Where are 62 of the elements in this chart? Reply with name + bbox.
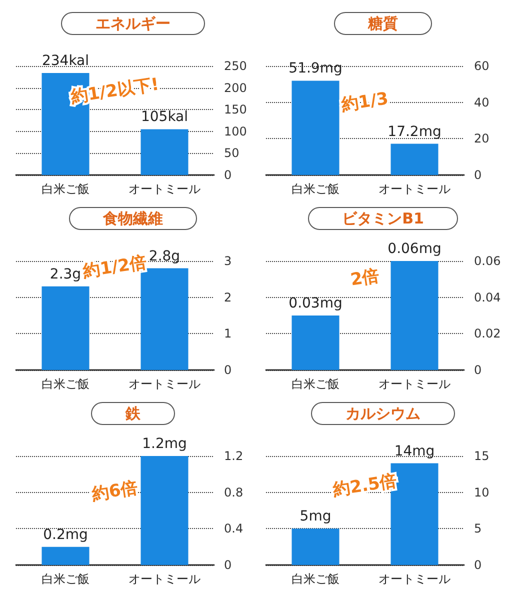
y-tick-label: 0 <box>224 168 232 182</box>
y-tick-label: 0 <box>474 168 482 182</box>
annotation: 約1/2倍 <box>80 252 148 282</box>
data-label: 5mg <box>300 508 332 525</box>
x-tick-label: 白米ご飯 <box>42 377 90 391</box>
y-tick-label: 40 <box>474 95 490 110</box>
y-tick-label: 15 <box>474 449 490 463</box>
data-label: 17.2mg <box>388 124 442 140</box>
x-tick-label: オートミール <box>128 572 200 586</box>
y-tick-label: 50 <box>224 146 240 160</box>
data-label: 234kal <box>42 52 90 69</box>
y-tick-label: 0.8 <box>224 485 244 500</box>
annotation: 約1/3 <box>339 88 390 116</box>
y-tick-label: 0 <box>474 363 482 377</box>
y-tick-label: 10 <box>474 485 490 500</box>
y-tick-label: 1 <box>224 326 232 341</box>
x-tick-label: オートミール <box>378 572 450 586</box>
annotation: 約6倍 <box>90 478 140 505</box>
y-tick-label: 3 <box>224 254 232 268</box>
data-label: 0.06mg <box>388 241 442 257</box>
y-tick-label: 0.4 <box>224 522 244 536</box>
y-tick-label: 0.06 <box>474 254 501 268</box>
annotation: 約2.5倍 <box>330 471 398 501</box>
x-tick-label: 白米ご飯 <box>292 182 340 196</box>
data-label: 105kal <box>140 109 188 126</box>
chart-title: 食物繊維 <box>102 210 163 228</box>
y-tick-label: 20 <box>474 132 490 146</box>
x-tick-label: オートミール <box>378 182 450 196</box>
y-tick-label: 0 <box>224 363 232 377</box>
y-tick-label: 200 <box>224 80 247 95</box>
y-tick-label: 150 <box>224 102 247 117</box>
y-tick-label: 0.02 <box>474 326 501 341</box>
y-tick-label: 250 <box>224 59 247 73</box>
x-tick-label: オートミール <box>128 377 200 391</box>
data-label: 2.8g <box>148 248 180 264</box>
y-tick-label: 5 <box>474 522 482 536</box>
x-tick-label: 白米ご飯 <box>292 377 340 391</box>
y-tick-label: 0.04 <box>474 290 501 304</box>
y-tick-label: 2 <box>224 290 232 304</box>
x-tick-label: オートミール <box>128 182 200 196</box>
x-tick-label: 白米ご飯 <box>292 572 340 586</box>
data-label: 14mg <box>394 443 435 460</box>
chart-title: 鉄 <box>124 404 142 422</box>
x-tick-label: 白米ご飯 <box>42 182 90 196</box>
x-tick-label: オートミール <box>378 377 450 391</box>
chart-title: エネルギー <box>96 14 170 32</box>
y-tick-label: 0 <box>474 558 482 572</box>
annotation: 2倍 <box>349 266 381 290</box>
data-label: 51.9mg <box>288 60 342 77</box>
data-label: 1.2mg <box>142 436 187 452</box>
chart-title: ビタミンB1 <box>342 210 424 228</box>
y-tick-label: 60 <box>474 59 490 73</box>
data-label: 0.03mg <box>288 296 342 312</box>
y-tick-label: 1.2 <box>224 449 244 463</box>
chart-title: 糖質 <box>367 14 398 32</box>
y-tick-label: 0 <box>224 558 232 572</box>
data-label: 0.2mg <box>43 526 88 543</box>
data-label: 2.3g <box>50 266 82 282</box>
annotation: 約1/2以下! <box>68 74 160 108</box>
x-tick-label: 白米ご飯 <box>42 572 90 586</box>
y-tick-label: 100 <box>224 124 247 138</box>
chart-title: カルシウム <box>346 404 420 422</box>
